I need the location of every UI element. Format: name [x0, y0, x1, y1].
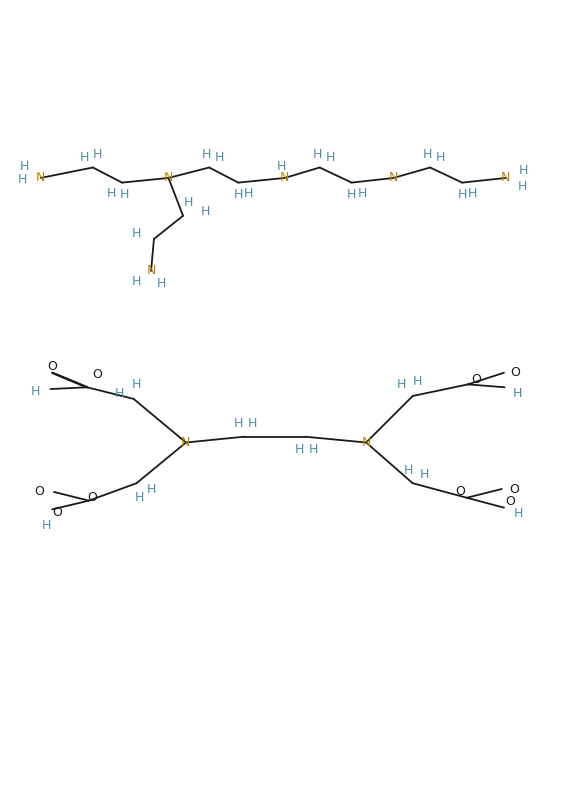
Text: H: H: [413, 375, 422, 388]
Text: O: O: [505, 495, 515, 508]
Text: H: H: [277, 160, 286, 173]
Text: N: N: [501, 171, 511, 185]
Text: H: H: [423, 148, 433, 162]
Text: O: O: [472, 373, 481, 386]
Text: H: H: [234, 417, 243, 430]
Text: H: H: [135, 491, 144, 505]
Text: H: H: [17, 173, 26, 186]
Text: H: H: [309, 443, 319, 456]
Text: H: H: [248, 417, 258, 430]
Text: N: N: [164, 171, 173, 185]
Text: H: H: [357, 187, 367, 200]
Text: H: H: [31, 386, 41, 398]
Text: H: H: [79, 150, 89, 163]
Text: O: O: [48, 360, 57, 373]
Text: H: H: [396, 378, 406, 391]
Text: H: H: [244, 187, 254, 200]
Text: H: H: [420, 468, 429, 481]
Text: H: H: [132, 227, 141, 240]
Text: N: N: [362, 436, 371, 449]
Text: H: H: [234, 188, 243, 200]
Text: H: H: [202, 148, 211, 162]
Text: H: H: [457, 188, 467, 200]
Text: N: N: [389, 171, 398, 185]
Text: H: H: [157, 277, 166, 291]
Text: H: H: [512, 386, 522, 400]
Text: H: H: [325, 150, 335, 163]
Text: O: O: [511, 366, 521, 379]
Text: H: H: [468, 187, 477, 200]
Text: H: H: [93, 148, 102, 162]
Text: H: H: [120, 188, 130, 200]
Text: H: H: [114, 386, 124, 400]
Text: O: O: [87, 491, 97, 505]
Text: H: H: [436, 150, 446, 163]
Text: H: H: [184, 196, 194, 209]
Text: N: N: [36, 171, 45, 185]
Text: H: H: [313, 148, 322, 162]
Text: H: H: [403, 464, 413, 477]
Text: H: H: [19, 160, 29, 173]
Text: N: N: [280, 171, 289, 185]
Text: H: H: [107, 187, 116, 200]
Text: O: O: [52, 506, 62, 519]
Text: H: H: [132, 378, 141, 391]
Text: H: H: [132, 275, 141, 288]
Text: H: H: [518, 165, 528, 177]
Text: H: H: [146, 482, 156, 496]
Text: H: H: [347, 188, 356, 200]
Text: N: N: [181, 436, 191, 449]
Text: H: H: [215, 150, 224, 163]
Text: O: O: [35, 485, 45, 498]
Text: H: H: [514, 507, 523, 520]
Text: O: O: [455, 485, 465, 498]
Text: N: N: [146, 265, 156, 277]
Text: H: H: [295, 443, 304, 456]
Text: H: H: [517, 181, 527, 193]
Text: O: O: [510, 482, 519, 496]
Text: O: O: [93, 368, 103, 381]
Text: H: H: [200, 204, 210, 218]
Text: H: H: [42, 520, 51, 532]
